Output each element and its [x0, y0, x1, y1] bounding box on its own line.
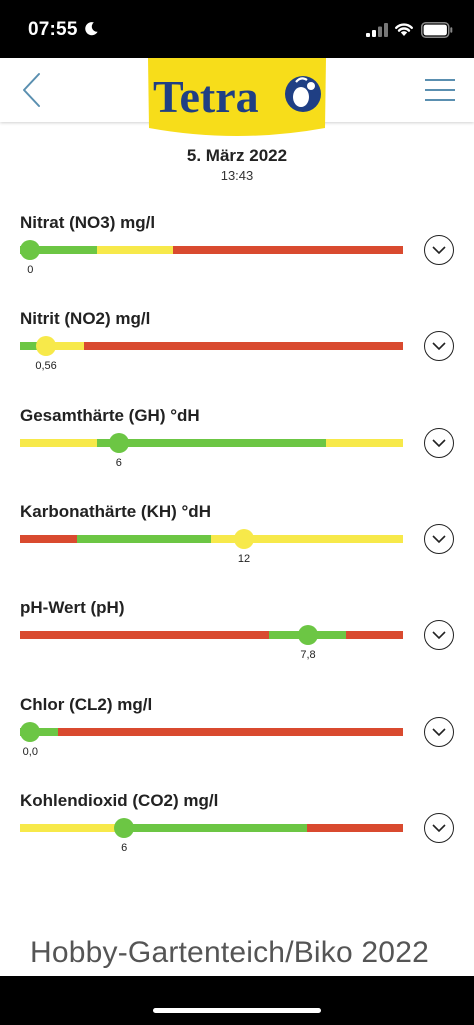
measurement-date: 5. März 2022 — [186, 146, 288, 165]
value-label: 6 — [121, 842, 128, 854]
parameter-label: Karbonathärte (KH) °dH — [20, 502, 211, 521]
value-label: 0,56 — [35, 360, 57, 372]
range-segment-yellow — [96, 246, 174, 254]
parameter-chlor: Chlor (CL2) mg/l 0,0 — [0, 695, 474, 785]
expand-button[interactable] — [424, 717, 454, 747]
range-segment-red — [173, 246, 403, 254]
home-indicator — [153, 1008, 321, 1013]
value-marker — [298, 625, 319, 645]
range-segment-red — [307, 824, 403, 832]
chevron-left-icon — [23, 73, 40, 107]
range-segment-red — [20, 631, 269, 639]
expand-button[interactable] — [424, 428, 454, 458]
parameter-label: Kohlendioxid (CO2) mg/l — [20, 791, 219, 810]
wifi-icon — [395, 23, 413, 36]
value-label: 12 — [237, 553, 251, 565]
value-label: 6 — [115, 457, 122, 469]
expand-button[interactable] — [424, 235, 454, 265]
parameter-label: Chlor (CL2) mg/l — [20, 695, 153, 714]
menu-button[interactable] — [422, 74, 458, 106]
value-label: 0 — [27, 264, 34, 276]
status-bar: 07:55 — [0, 0, 474, 58]
range-bar — [20, 728, 403, 736]
range-segment-red — [345, 631, 403, 639]
range-segment-green — [20, 246, 97, 254]
parameter-label: Nitrit (NO2) mg/l — [20, 309, 151, 328]
range-segment-yellow — [326, 439, 403, 447]
range-bar — [20, 535, 403, 543]
range-segment-green — [115, 824, 308, 832]
chevron-down-icon — [432, 535, 446, 544]
expand-button[interactable] — [424, 524, 454, 554]
parameter-label: Nitrat (NO3) mg/l — [20, 213, 156, 232]
range-segment-yellow — [39, 342, 84, 350]
battery-icon — [421, 22, 453, 38]
range-segment-red — [83, 342, 403, 350]
watermark: Hobby-Gartenteich/Biko 2022 — [30, 936, 429, 969]
value-marker — [234, 529, 255, 549]
range-bar — [20, 439, 403, 447]
back-button[interactable] — [16, 70, 52, 110]
range-segment-red — [58, 728, 403, 736]
range-segment-green — [20, 342, 40, 350]
parameter-label: Gesamthärte (GH) °dH — [20, 406, 200, 425]
expand-button[interactable] — [424, 620, 454, 650]
value-marker — [20, 722, 41, 742]
parameter-nitrat: Nitrat (NO3) mg/l 0 — [0, 213, 474, 303]
parameter-kohlendioxid: Kohlendioxid (CO2) mg/l 6 — [0, 791, 474, 881]
range-bar — [20, 824, 403, 832]
value-marker — [114, 818, 135, 838]
chevron-down-icon — [432, 631, 446, 640]
parameter-karbonathaerte: Karbonathärte (KH) °dH 12 — [0, 502, 474, 592]
expand-button[interactable] — [424, 813, 454, 843]
measurement-time: 13:43 — [220, 168, 254, 183]
value-marker — [20, 240, 41, 260]
parameter-gesamthaerte: Gesamthärte (GH) °dH 6 — [0, 406, 474, 496]
range-segment-red — [20, 535, 78, 543]
hamburger-menu-icon — [425, 79, 455, 101]
parameter-ph-wert: pH-Wert (pH) 7,8 — [0, 598, 474, 688]
value-marker — [36, 336, 57, 356]
range-segment-green — [77, 535, 212, 543]
parameter-nitrit: Nitrit (NO2) mg/l 0,56 — [0, 309, 474, 399]
chevron-down-icon — [432, 439, 446, 448]
chevron-down-icon — [432, 824, 446, 833]
range-segment-yellow — [20, 824, 116, 832]
range-segment-yellow — [211, 535, 403, 543]
cellular-signal-icon — [366, 23, 388, 37]
svg-text:Tetra: Tetra — [153, 71, 259, 122]
status-time: 07:55 — [28, 19, 78, 40]
screen: Tetra 5. März 2022 13:43 Nitrat (NO3) mg… — [0, 58, 474, 976]
range-bar — [20, 342, 403, 350]
tetra-logo: Tetra — [148, 58, 326, 136]
range-segment-green — [96, 439, 327, 447]
range-bar — [20, 246, 403, 254]
value-label: 0,0 — [22, 746, 38, 758]
range-bar — [20, 631, 403, 639]
expand-button[interactable] — [424, 331, 454, 361]
chevron-down-icon — [432, 342, 446, 351]
value-marker — [108, 433, 129, 453]
value-label: 7,8 — [300, 649, 316, 661]
parameter-label: pH-Wert (pH) — [20, 598, 125, 617]
range-segment-yellow — [20, 439, 97, 447]
bottom-bar — [0, 976, 474, 1025]
moon-icon — [85, 22, 98, 36]
chevron-down-icon — [432, 728, 446, 737]
chevron-down-icon — [432, 246, 446, 255]
